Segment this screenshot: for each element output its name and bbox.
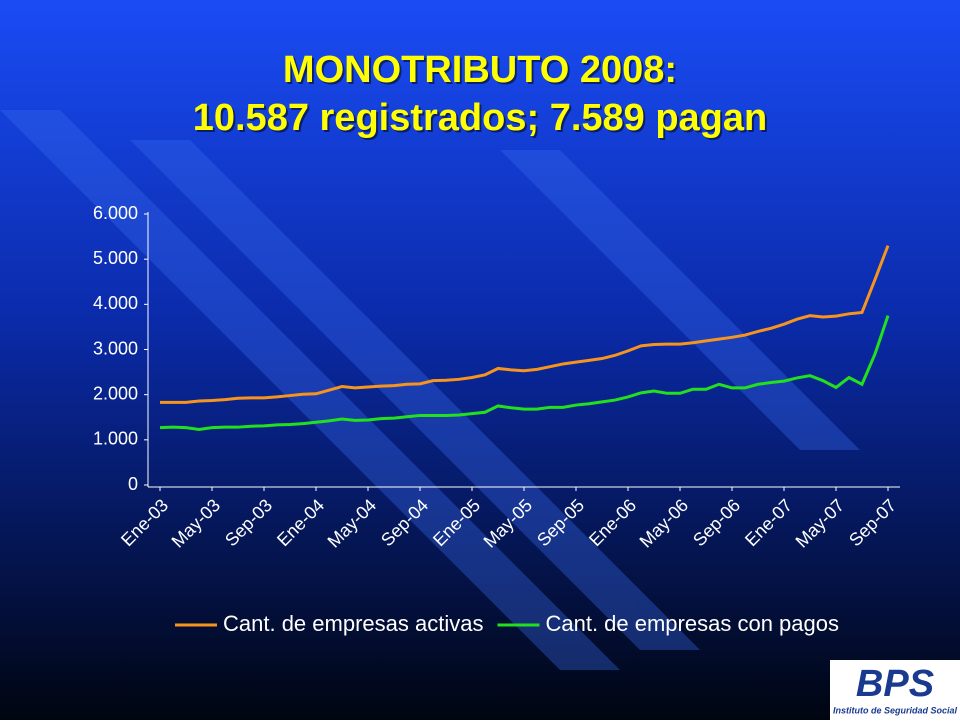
logo-box bbox=[830, 660, 960, 720]
title-shadow: 10.587 registrados; 7.589 pagan bbox=[195, 99, 770, 141]
y-tick-label: 1.000 bbox=[93, 429, 138, 449]
decor-stripes bbox=[0, 110, 860, 670]
title-line: MONOTRIBUTO 2008: bbox=[283, 49, 677, 91]
y-tick-label: 4.000 bbox=[93, 293, 138, 313]
y-tick-label: 3.000 bbox=[93, 338, 138, 358]
series-line bbox=[159, 315, 890, 431]
legend-label: Cant. de empresas activas bbox=[223, 611, 483, 636]
legend-label: Cant. de empresas con pagos bbox=[545, 611, 839, 636]
title-shadow: MONOTRIBUTO 2008: bbox=[285, 51, 679, 93]
y-tick-label: 2.000 bbox=[93, 383, 138, 403]
y-tick-label: 5.000 bbox=[93, 248, 138, 268]
logo-subtitle: Instituto de Seguridad Social bbox=[833, 705, 958, 715]
title-line: 10.587 registrados; 7.589 pagan bbox=[193, 97, 768, 139]
y-tick-label: 6.000 bbox=[93, 203, 138, 223]
logo-name: BPS bbox=[856, 663, 934, 705]
series-line bbox=[160, 245, 890, 404]
y-tick-label: 0 bbox=[128, 474, 138, 494]
